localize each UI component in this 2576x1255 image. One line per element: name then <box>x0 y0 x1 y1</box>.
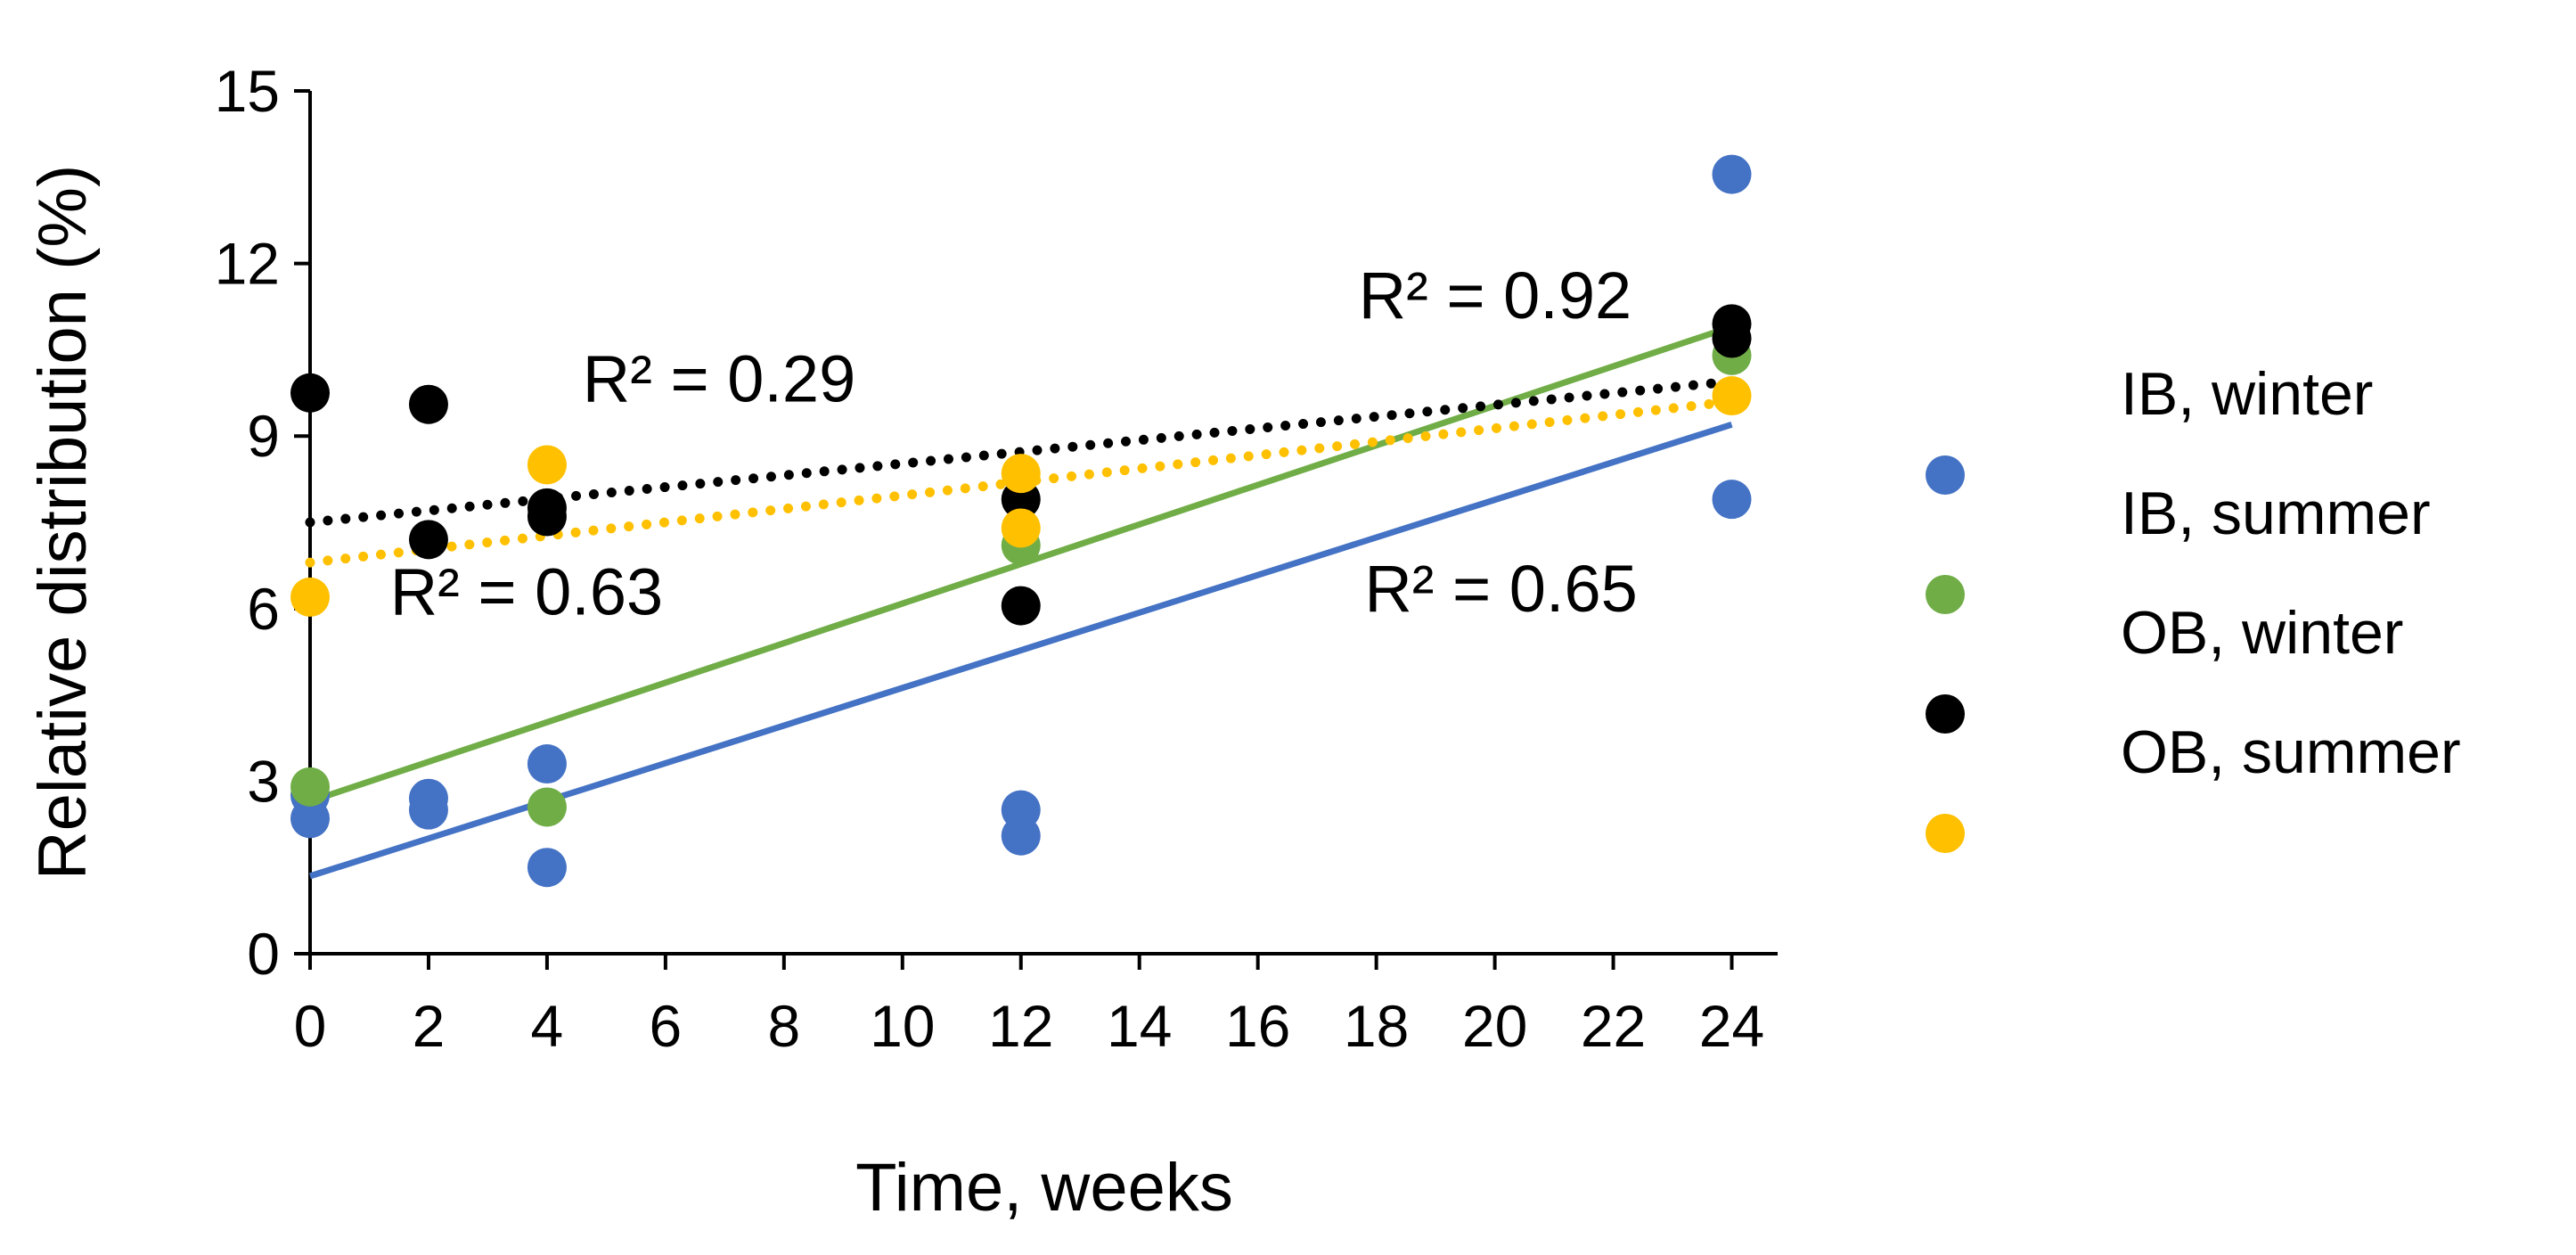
y-tick-label: 0 <box>247 921 280 987</box>
data-point-ob-summer <box>1712 376 1752 416</box>
legend-label-ob-summer: OB, summer <box>2121 718 2461 786</box>
data-point-ib-summer <box>290 767 330 807</box>
data-point-ib-winter <box>527 848 567 888</box>
r-squared-label: R² = 0.65 <box>1364 552 1637 626</box>
legend-marker-ob-summer <box>1926 814 1965 853</box>
y-tick-label: 3 <box>247 748 280 814</box>
x-tick-label: 14 <box>1107 993 1172 1059</box>
x-tick-label: 22 <box>1581 993 1646 1059</box>
data-point-ob-summer <box>1001 454 1041 494</box>
data-point-ob-summer <box>527 445 567 485</box>
legend-label-ob-winter: OB, winter <box>2121 599 2403 667</box>
x-tick-label: 10 <box>870 993 935 1059</box>
y-tick-label: 6 <box>247 576 280 642</box>
legend-marker-ib-winter <box>1926 455 1965 495</box>
data-points <box>290 154 1752 888</box>
y-tick-label: 9 <box>247 403 280 469</box>
x-tick-label: 12 <box>988 993 1053 1059</box>
y-tick-label: 15 <box>215 58 280 124</box>
r-squared-label: R² = 0.29 <box>583 341 855 415</box>
data-point-ib-winter <box>408 778 448 818</box>
x-tick-label: 16 <box>1225 993 1290 1059</box>
x-tick-label: 18 <box>1344 993 1409 1059</box>
r-squared-label: R² = 0.92 <box>1359 258 1631 332</box>
y-axis-title: Relative distribution (%) <box>25 165 101 881</box>
r-squared-label: R² = 0.63 <box>390 554 663 628</box>
x-tick-label: 20 <box>1462 993 1527 1059</box>
data-point-ob-summer <box>1001 508 1041 548</box>
x-tick-label: 2 <box>413 993 446 1059</box>
data-point-ob-winter <box>1001 586 1041 626</box>
data-point-ob-summer <box>290 577 330 617</box>
x-axis-title: Time, weeks <box>855 1150 1233 1226</box>
y-tick-label: 12 <box>215 231 280 297</box>
data-point-ib-winter <box>1001 790 1041 830</box>
x-tick-label: 24 <box>1699 993 1764 1059</box>
data-point-ib-summer <box>527 787 567 827</box>
data-point-ob-winter <box>1712 304 1752 344</box>
trendline-ob-winter <box>305 376 1738 528</box>
legend-label-ib-winter: IB, winter <box>2121 360 2373 428</box>
x-tick-label: 8 <box>767 993 800 1059</box>
legend: IB, winter IB, summer OB, winter OB, summer <box>1926 360 2461 853</box>
x-tick-label: 6 <box>650 993 683 1059</box>
data-point-ob-winter <box>527 488 567 528</box>
data-point-ob-winter <box>408 520 448 560</box>
data-point-ib-winter <box>527 744 567 784</box>
y-ticks: 0 3 6 9 12 15 <box>215 58 310 987</box>
data-point-ib-winter <box>1712 480 1752 520</box>
data-point-ob-winter <box>290 373 330 413</box>
x-tick-label: 4 <box>531 993 564 1059</box>
x-tick-label: 0 <box>294 993 327 1059</box>
legend-label-ib-summer: IB, summer <box>2121 480 2431 547</box>
legend-marker-ib-summer <box>1926 575 1965 614</box>
data-point-ob-winter <box>408 384 448 424</box>
data-point-ib-winter <box>1712 154 1752 194</box>
legend-marker-ob-winter <box>1926 694 1965 734</box>
x-ticks: 0 2 4 6 8 10 12 14 16 18 20 22 24 <box>294 954 1764 1059</box>
annotations: R² = 0.29 R² = 0.63 R² = 0.92 R² = 0.65 <box>390 258 1638 628</box>
